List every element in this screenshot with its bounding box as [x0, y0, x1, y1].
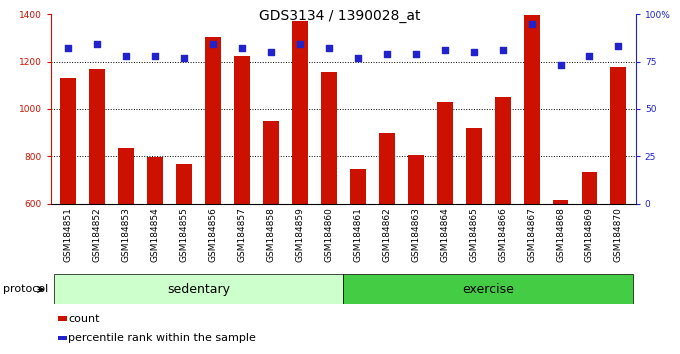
Text: GSM184857: GSM184857 [237, 207, 247, 262]
Text: sedentary: sedentary [167, 283, 230, 296]
Text: GSM184856: GSM184856 [209, 207, 218, 262]
Bar [321, 72, 337, 346]
Text: GSM184854: GSM184854 [151, 207, 160, 262]
Bar [466, 128, 481, 346]
Text: GSM184863: GSM184863 [411, 207, 420, 262]
Text: GSM184859: GSM184859 [296, 207, 305, 262]
Point [207, 42, 218, 47]
Point [352, 55, 363, 61]
Point [497, 47, 508, 53]
Bar [148, 158, 163, 346]
Point [63, 45, 74, 51]
Bar [292, 21, 308, 346]
Text: GSM184867: GSM184867 [527, 207, 536, 262]
Bar [611, 67, 626, 346]
Text: GSM184865: GSM184865 [469, 207, 478, 262]
Point [150, 53, 160, 59]
Bar [205, 37, 221, 346]
Bar [89, 69, 105, 346]
Point [179, 55, 190, 61]
Point [526, 21, 537, 27]
Bar [54, 274, 343, 304]
Point [266, 49, 277, 55]
Text: protocol: protocol [3, 284, 49, 295]
Bar [524, 15, 539, 346]
Text: GSM184860: GSM184860 [324, 207, 333, 262]
Text: GSM184861: GSM184861 [354, 207, 362, 262]
Point [613, 44, 624, 49]
Text: GSM184851: GSM184851 [64, 207, 73, 262]
Point [439, 47, 450, 53]
Bar [437, 102, 453, 346]
Text: GSM184855: GSM184855 [180, 207, 188, 262]
Point [381, 51, 392, 57]
Text: GSM184864: GSM184864 [440, 207, 449, 262]
Point [324, 45, 335, 51]
Bar [234, 56, 250, 346]
Bar [61, 78, 76, 346]
Bar [118, 148, 134, 346]
Bar [408, 155, 424, 346]
Text: GSM184858: GSM184858 [267, 207, 275, 262]
Text: GSM184869: GSM184869 [585, 207, 594, 262]
Text: percentile rank within the sample: percentile rank within the sample [68, 333, 256, 343]
Bar [263, 121, 279, 346]
Point [121, 53, 132, 59]
Bar [581, 172, 598, 346]
Point [294, 42, 305, 47]
Bar [379, 132, 395, 346]
Text: GSM184853: GSM184853 [122, 207, 131, 262]
Text: GSM184862: GSM184862 [382, 207, 391, 262]
Bar [176, 165, 192, 346]
Text: GSM184866: GSM184866 [498, 207, 507, 262]
Point [469, 49, 479, 55]
Bar [350, 169, 366, 346]
Bar [553, 200, 568, 346]
Bar [494, 97, 511, 346]
Text: GSM184870: GSM184870 [614, 207, 623, 262]
Bar [343, 274, 633, 304]
Text: GDS3134 / 1390028_at: GDS3134 / 1390028_at [259, 9, 421, 23]
Point [410, 51, 421, 57]
Text: GSM184852: GSM184852 [93, 207, 102, 262]
Text: exercise: exercise [462, 283, 514, 296]
Text: count: count [68, 314, 100, 324]
Point [555, 62, 566, 68]
Text: GSM184868: GSM184868 [556, 207, 565, 262]
Point [237, 45, 248, 51]
Point [584, 53, 595, 59]
Point [92, 42, 103, 47]
